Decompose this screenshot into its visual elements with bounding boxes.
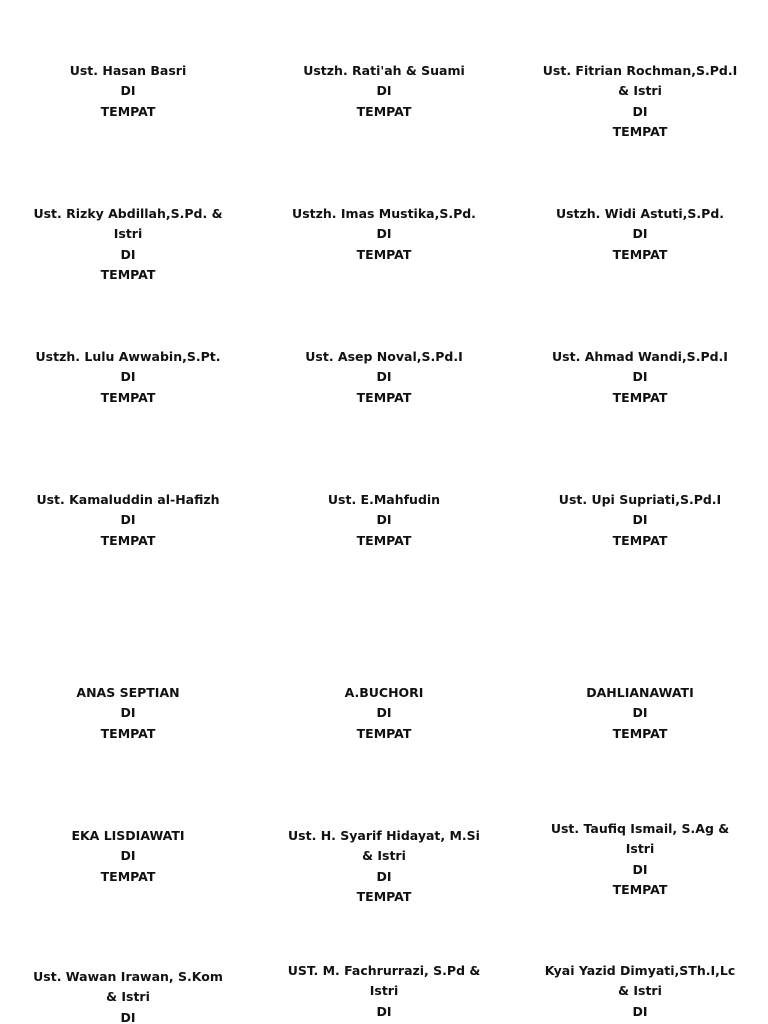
label-line: TEMPAT — [612, 123, 668, 139]
label-line: DI — [376, 705, 392, 721]
recipient-name: Ust. Hasan Basri — [69, 63, 187, 78]
label-line: TEMPAT — [356, 532, 412, 548]
recipient-name: Ust. Ahmad Wandi,S.Pd.I — [552, 349, 728, 364]
address-label: Ust. Taufiq Ismail, S.Ag & Istri DI TEMPAT — [512, 819, 768, 900]
label-line: TEMPAT — [100, 532, 156, 548]
recipient-name: Kyai Yazid Dimyati,STh.I,Lc — [544, 963, 736, 978]
address-label: Ustzh. Lulu Awwabin,S.Pt. DI TEMPAT — [0, 347, 256, 408]
recipient-name: Ust. Rizky Abdillah,S.Pd. & — [33, 206, 223, 221]
recipient-name: Ustzh. Lulu Awwabin,S.Pt. — [35, 349, 221, 364]
label-line: DI — [632, 369, 648, 385]
label-line: DI — [632, 1003, 648, 1019]
label-line: TEMPAT — [100, 266, 156, 282]
label-line: DI — [632, 705, 648, 721]
address-label: EKA LISDIAWATI DI TEMPAT — [0, 826, 256, 887]
label-line: DI — [120, 246, 136, 262]
label-line: DI — [632, 512, 648, 528]
recipient-name: Ustzh. Widi Astuti,S.Pd. — [555, 206, 725, 221]
label-line: DI — [376, 512, 392, 528]
address-label: ANAS SEPTIAN DI TEMPAT — [0, 683, 256, 744]
label-line: TEMPAT — [356, 103, 412, 119]
label-line: DI — [632, 226, 648, 242]
address-label: Ust. Kamaluddin al-Hafizh DI TEMPAT — [0, 490, 256, 551]
recipient-name: DAHLIANAWATI — [586, 685, 694, 700]
address-label: Kyai Yazid Dimyati,STh.I,Lc & Istri DI — [512, 961, 768, 1022]
recipient-name: Ustzh. Rati'ah & Suami — [303, 63, 465, 78]
label-line: DI — [120, 848, 136, 864]
recipient-name: Ustzh. Imas Mustika,S.Pd. — [292, 206, 476, 221]
recipient-name: ANAS SEPTIAN — [76, 685, 180, 700]
label-line: DI — [120, 512, 136, 528]
label-line: DI — [376, 83, 392, 99]
label-line: DI — [376, 868, 392, 884]
address-label: Ust. E.Mahfudin DI TEMPAT — [256, 490, 512, 551]
recipient-name: Ust. Taufiq Ismail, S.Ag & — [550, 821, 730, 836]
label-line: DI — [376, 1003, 392, 1019]
label-line: TEMPAT — [100, 389, 156, 405]
recipient-name: EKA LISDIAWATI — [71, 828, 185, 843]
label-line: & Istri — [618, 983, 662, 999]
address-label: Ustzh. Rati'ah & Suami DI TEMPAT — [256, 61, 512, 122]
label-line: DI — [632, 103, 648, 119]
label-line: TEMPAT — [356, 725, 412, 741]
recipient-name: Ust. Wawan Irawan, S.Kom — [33, 969, 223, 984]
address-label: DAHLIANAWATI DI TEMPAT — [512, 683, 768, 744]
address-label: Ust. H. Syarif Hidayat, M.Si & Istri DI TEM… — [256, 826, 512, 907]
label-line: TEMPAT — [612, 246, 668, 262]
label-line: & Istri — [362, 848, 406, 864]
recipient-name: Ust. H. Syarif Hidayat, M.Si — [288, 828, 480, 843]
label-line: DI — [120, 1009, 136, 1024]
label-line: TEMPAT — [612, 725, 668, 741]
address-label: Ust. Fitrian Rochman,S.Pd.I & Istri DI TEMP… — [512, 61, 768, 142]
address-label: Ust. Asep Noval,S.Pd.I DI TEMPAT — [256, 347, 512, 408]
label-line: TEMPAT — [612, 532, 668, 548]
label-line: DI — [632, 861, 648, 877]
label-line: Istri — [369, 983, 399, 999]
address-label: Ust. Hasan Basri DI TEMPAT — [0, 61, 256, 122]
recipient-name: Ust. E.Mahfudin — [327, 492, 441, 507]
recipient-name: Ust. Asep Noval,S.Pd.I — [305, 349, 463, 364]
label-line: TEMPAT — [100, 725, 156, 741]
label-line: DI — [120, 705, 136, 721]
recipient-name: UST. M. Fachrurrazi, S.Pd & — [287, 963, 481, 978]
recipient-name: Ust. Upi Supriati,S.Pd.I — [558, 492, 722, 507]
recipient-name: Ust. Fitrian Rochman,S.Pd.I — [542, 63, 738, 78]
address-label: Ustzh. Imas Mustika,S.Pd. DI TEMPAT — [256, 204, 512, 265]
label-line: DI — [120, 83, 136, 99]
label-line: TEMPAT — [100, 868, 156, 884]
recipient-name: Ust. Kamaluddin al-Hafizh — [36, 492, 220, 507]
label-line: TEMPAT — [356, 246, 412, 262]
label-line: DI — [376, 226, 392, 242]
label-line: TEMPAT — [356, 389, 412, 405]
address-label: UST. M. Fachrurrazi, S.Pd & Istri DI — [256, 961, 512, 1022]
label-line: TEMPAT — [100, 103, 156, 119]
address-label: A.BUCHORI DI TEMPAT — [256, 683, 512, 744]
address-label: Ustzh. Widi Astuti,S.Pd. DI TEMPAT — [512, 204, 768, 265]
label-line: TEMPAT — [612, 389, 668, 405]
label-line: DI — [376, 369, 392, 385]
address-label: Ust. Rizky Abdillah,S.Pd. & Istri DI TEMPAT — [0, 204, 256, 285]
label-line: Istri — [625, 841, 655, 857]
label-line: TEMPAT — [356, 888, 412, 904]
label-line: Istri — [113, 226, 143, 242]
recipient-name: A.BUCHORI — [344, 685, 424, 700]
address-label: Ust. Ahmad Wandi,S.Pd.I DI TEMPAT — [512, 347, 768, 408]
address-label: Ust. Upi Supriati,S.Pd.I DI TEMPAT — [512, 490, 768, 551]
label-line: TEMPAT — [612, 881, 668, 897]
address-label: Ust. Wawan Irawan, S.Kom & Istri DI — [0, 967, 256, 1024]
label-line: DI — [120, 369, 136, 385]
label-line: & Istri — [618, 83, 662, 99]
label-line: & Istri — [106, 989, 150, 1005]
